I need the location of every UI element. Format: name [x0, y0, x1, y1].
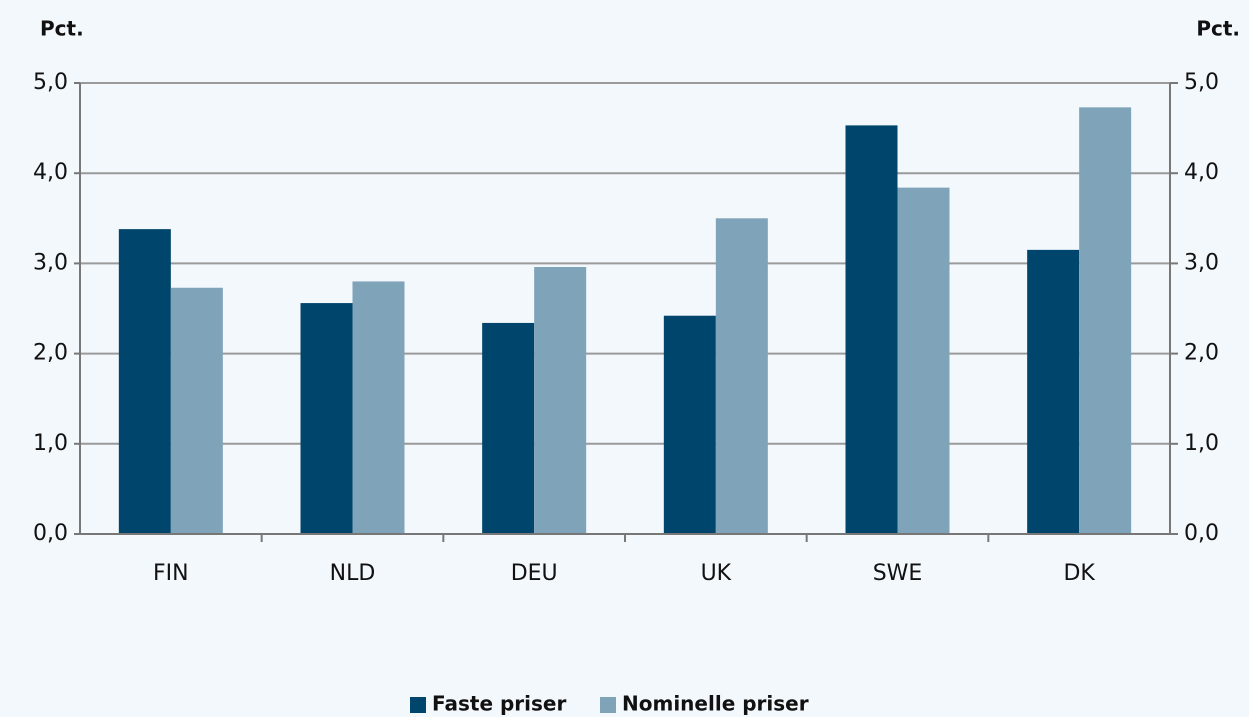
bar [482, 322, 535, 534]
y-tick-label: 0,0 [33, 521, 68, 546]
bar [118, 229, 171, 534]
bar [897, 187, 950, 534]
y-axis-label: Pct. [40, 17, 84, 41]
y-tick-label: 4,0 [33, 160, 68, 185]
x-tick-label: FIN [153, 561, 189, 586]
y2-tick-label: 4,0 [1184, 160, 1219, 185]
x-tick-label: DK [1063, 561, 1095, 586]
x-tick-label: UK [701, 561, 732, 586]
x-tick-label: NLD [330, 561, 376, 586]
y2-tick-label: 3,0 [1184, 250, 1219, 275]
bar [534, 267, 587, 534]
bar [1079, 107, 1132, 534]
y2-tick-label: 5,0 [1184, 70, 1219, 95]
y2-tick-label: 2,0 [1184, 341, 1219, 366]
x-tick-label: SWE [873, 561, 923, 586]
y-tick-label: 5,0 [33, 70, 68, 95]
bar [715, 218, 768, 535]
x-tick-label: DEU [511, 561, 558, 586]
y-tick-label: 2,0 [33, 341, 68, 366]
bar [300, 303, 353, 534]
y2-tick-label: 0,0 [1184, 521, 1219, 546]
bar [845, 125, 898, 535]
y2-axis-label: Pct. [1196, 17, 1240, 41]
bar [663, 315, 716, 534]
legend-label: Nominelle priser [622, 692, 809, 716]
y-tick-label: 1,0 [33, 431, 68, 456]
legend-swatch [600, 697, 616, 713]
bar [170, 287, 223, 534]
bar [352, 281, 405, 534]
legend-swatch [410, 697, 426, 713]
y-tick-label: 3,0 [33, 250, 68, 275]
legend-label: Faste priser [432, 692, 566, 716]
bar [1027, 249, 1080, 534]
y2-tick-label: 1,0 [1184, 431, 1219, 456]
